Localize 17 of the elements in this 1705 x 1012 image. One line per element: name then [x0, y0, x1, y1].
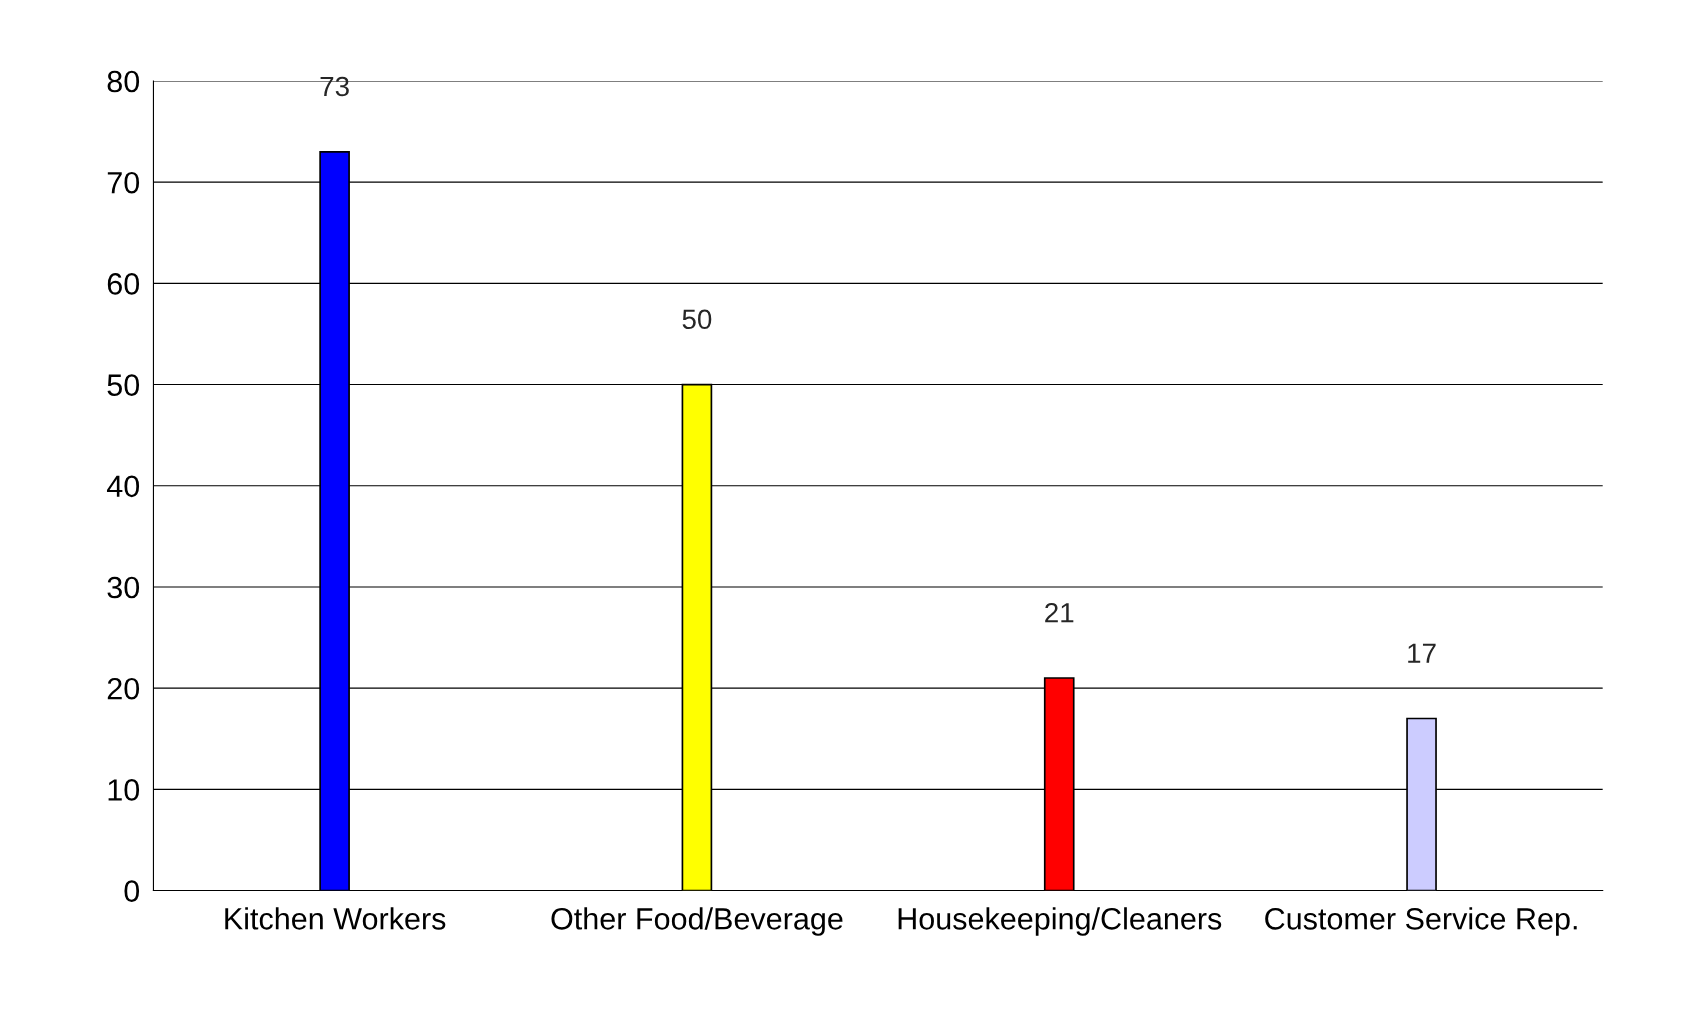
x-tick-label: Housekeeping/Cleaners: [898, 907, 1222, 936]
y-tick-label: 0: [124, 880, 140, 902]
data-label: 50: [682, 309, 712, 330]
y-tick-label: 50: [107, 374, 140, 396]
data-label: 73: [320, 76, 349, 97]
y-tick-label: 10: [108, 779, 140, 801]
y-tick-label: 70: [107, 171, 140, 194]
y-tick-label: 80: [107, 70, 140, 93]
y-tick-label: 20: [107, 677, 140, 700]
data-label: 17: [1408, 643, 1436, 663]
x-tick-label: Other Food/Beverage: [551, 907, 843, 936]
data-label: 21: [1045, 602, 1074, 623]
y-tick-label: 40: [106, 475, 140, 498]
x-tick-label: Kitchen Workers: [225, 907, 446, 930]
x-tick-label: Customer Service Rep.: [1265, 907, 1577, 936]
y-tick-label: 30: [107, 576, 140, 599]
y-tick-label: 60: [107, 273, 140, 295]
